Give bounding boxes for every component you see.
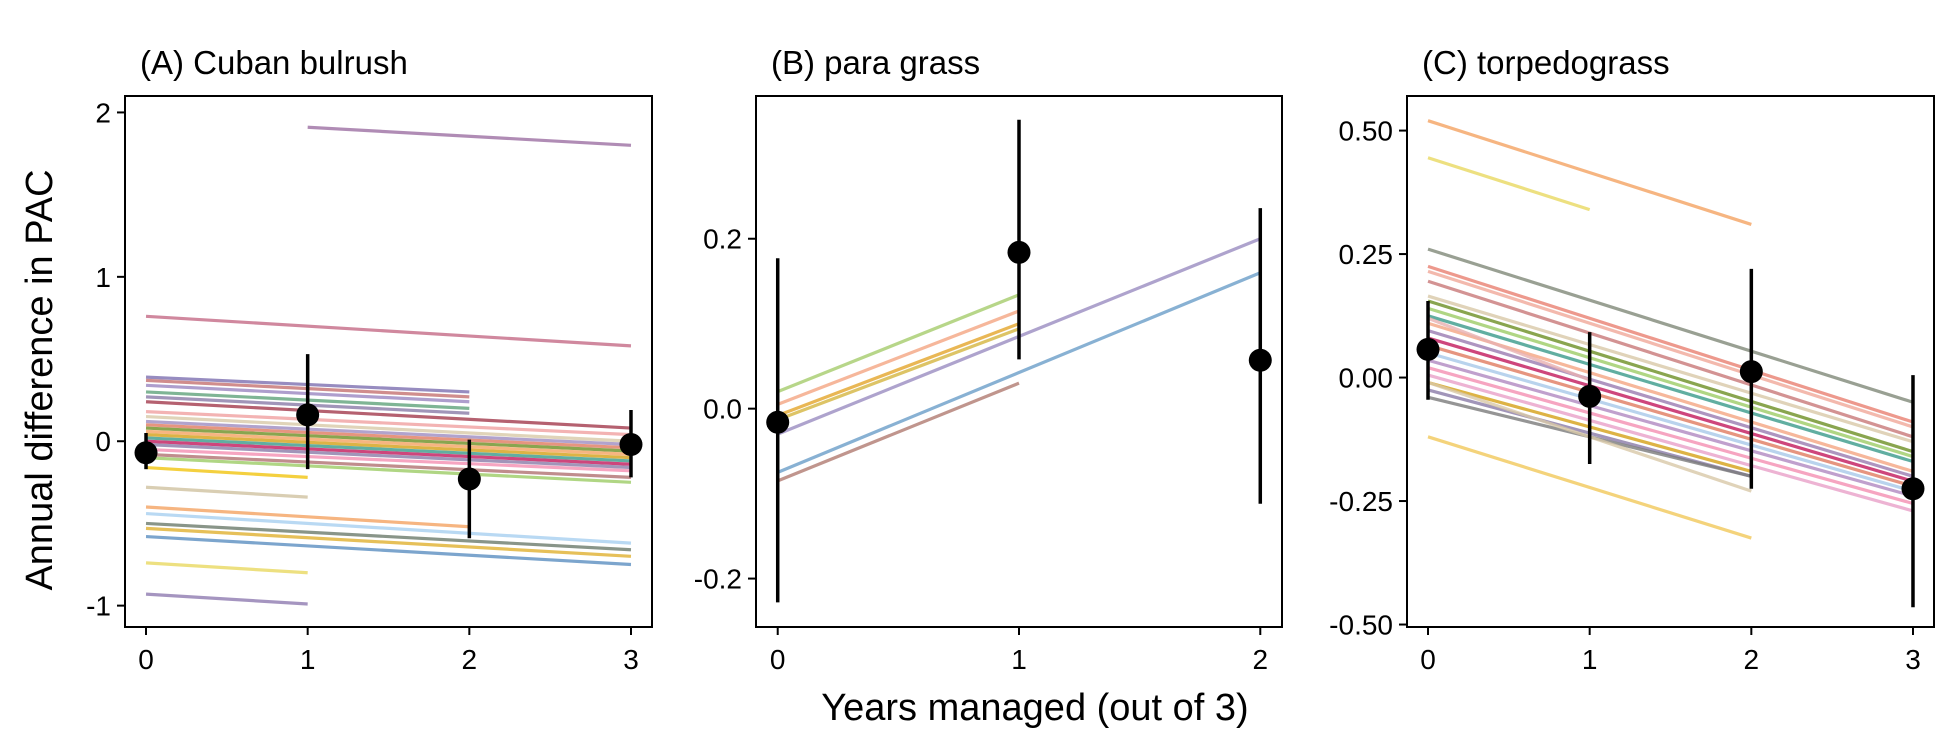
series-line bbox=[1427, 119, 1752, 226]
series-line bbox=[145, 414, 632, 443]
series-line bbox=[145, 436, 632, 463]
panel-title: (C) torpedograss bbox=[1422, 44, 1670, 81]
series-line bbox=[777, 309, 1020, 406]
series-line bbox=[145, 442, 632, 470]
x-tick-label: 2 bbox=[1744, 644, 1760, 675]
series-line bbox=[145, 447, 632, 473]
y-tick-label: -0.25 bbox=[1329, 486, 1393, 517]
series-lines bbox=[145, 125, 632, 606]
series-line bbox=[1427, 343, 1914, 488]
series-line bbox=[1427, 264, 1914, 424]
y-tick-label: 1 bbox=[95, 262, 111, 293]
series-line bbox=[777, 327, 1020, 422]
x-tick-label: 2 bbox=[462, 644, 478, 675]
x-tick-label: 1 bbox=[300, 644, 316, 675]
series-line bbox=[145, 534, 632, 567]
panel-frame bbox=[1406, 95, 1935, 628]
series-line bbox=[777, 381, 1020, 483]
x-tick-label: 1 bbox=[1011, 644, 1027, 675]
series-line bbox=[145, 423, 632, 450]
series-line bbox=[1427, 279, 1914, 439]
series-line bbox=[1427, 314, 1914, 464]
series-line bbox=[777, 293, 1020, 394]
series-line bbox=[145, 426, 632, 453]
y-tick-label: -0.2 bbox=[694, 564, 742, 595]
series-line bbox=[145, 511, 632, 545]
panel-2: (B) para grass -0.2 0.0 0.2 0 1 2 bbox=[694, 44, 1283, 675]
series-line bbox=[1427, 269, 1914, 429]
series-line bbox=[145, 419, 632, 447]
series-line bbox=[145, 410, 632, 437]
series-line bbox=[145, 526, 632, 558]
panels-group: (A) Cuban bulrush -1 0 1 2 0 1 2 3 (B) para grass… bbox=[86, 44, 1935, 675]
series-line bbox=[145, 521, 632, 552]
series-line bbox=[1427, 329, 1914, 478]
y-tick-label: 0.50 bbox=[1339, 116, 1394, 147]
panel-3: (C) torpedograss -0.50 -0.25 0.00 0.25 0.50 0 1… bbox=[1329, 44, 1935, 675]
panel-title: (B) para grass bbox=[771, 44, 980, 81]
series-line bbox=[1427, 336, 1914, 483]
y-tick-label: 0 bbox=[95, 426, 111, 457]
series-line bbox=[307, 125, 632, 147]
panel-title: (A) Cuban bulrush bbox=[140, 44, 408, 81]
series-line bbox=[145, 465, 308, 479]
y-tick-label: 0.0 bbox=[703, 394, 742, 425]
y-tick-label: 0.2 bbox=[703, 224, 742, 255]
mean-point bbox=[1739, 360, 1763, 384]
panel-1: (A) Cuban bulrush -1 0 1 2 0 1 2 3 bbox=[86, 44, 653, 675]
series-line bbox=[145, 592, 308, 606]
panel-frame bbox=[124, 95, 653, 628]
y-tick-label: 0.25 bbox=[1339, 239, 1394, 270]
mean-point bbox=[457, 467, 481, 491]
series-line bbox=[1427, 306, 1914, 459]
x-tick-label: 0 bbox=[138, 644, 154, 675]
mean-point bbox=[1901, 477, 1925, 501]
series-line bbox=[1427, 435, 1752, 540]
x-tick-label: 3 bbox=[623, 644, 639, 675]
series-line bbox=[145, 452, 632, 479]
mean-point bbox=[1248, 348, 1272, 372]
mean-point bbox=[1578, 384, 1602, 408]
series-line bbox=[1427, 366, 1914, 506]
y-tick-label: 2 bbox=[95, 97, 111, 128]
x-tick-label: 0 bbox=[770, 644, 786, 675]
series-line bbox=[1427, 294, 1914, 444]
series-line bbox=[145, 433, 632, 460]
series-line bbox=[145, 485, 308, 499]
series-line bbox=[1427, 358, 1914, 498]
series-line bbox=[1427, 156, 1591, 212]
series-line bbox=[1427, 316, 1591, 382]
mean-point bbox=[1416, 337, 1440, 361]
series-line bbox=[145, 505, 470, 529]
y-tick-label: -0.50 bbox=[1329, 610, 1393, 641]
series-line bbox=[145, 429, 632, 456]
series-line bbox=[145, 314, 632, 348]
mean-point bbox=[619, 433, 643, 457]
mean-point bbox=[766, 410, 790, 434]
series-line bbox=[145, 400, 632, 430]
x-axis-label: Years managed (out of 3) bbox=[821, 687, 1248, 729]
y-axis-label: Annual difference in PAC bbox=[19, 169, 61, 590]
y-tick-label: -1 bbox=[86, 591, 111, 622]
series-line bbox=[777, 271, 1261, 474]
x-tick-label: 0 bbox=[1420, 644, 1436, 675]
series-line bbox=[1427, 247, 1914, 404]
series-line bbox=[1427, 351, 1914, 493]
x-tick-label: 2 bbox=[1252, 644, 1268, 675]
mean-point bbox=[1007, 240, 1031, 264]
series-line bbox=[1427, 299, 1914, 454]
series-line bbox=[777, 322, 1020, 417]
series-line bbox=[145, 439, 632, 466]
mean-point bbox=[134, 441, 158, 465]
mean-point bbox=[296, 403, 320, 427]
series-line bbox=[1427, 373, 1914, 513]
series-line bbox=[145, 561, 308, 575]
x-tick-label: 1 bbox=[1582, 644, 1598, 675]
series-line bbox=[145, 456, 632, 484]
y-tick-label: 0.00 bbox=[1339, 363, 1394, 394]
series-lines bbox=[1427, 119, 1914, 540]
x-tick-label: 3 bbox=[1905, 644, 1921, 675]
